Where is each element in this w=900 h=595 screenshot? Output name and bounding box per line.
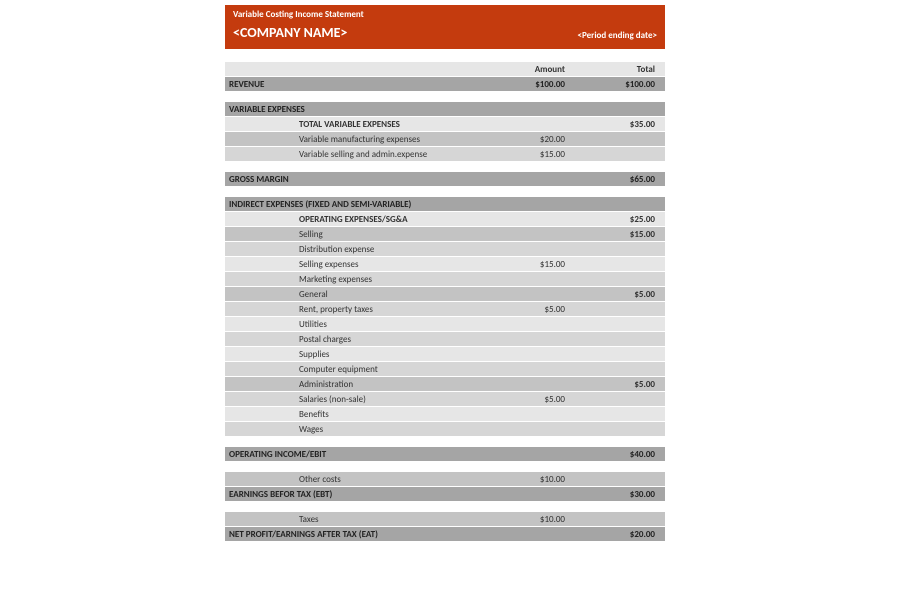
expense-line-item: Wages [225,421,665,436]
line-item-label: Distribution expense [297,244,485,255]
eat-total: $20.00 [575,529,665,540]
ebit-row: OPERATING INCOME/EBIT $40.00 [225,446,665,461]
gross-margin-total: $65.00 [575,174,665,185]
operating-expenses-row: OPERATING EXPENSES/SG&A $25.00 [225,211,665,226]
line-item-label: Selling expenses [297,259,485,270]
expense-group-header: Selling $15.00 [225,226,665,241]
other-costs-amount: $10.00 [485,474,575,485]
expense-line-item: Computer equipment [225,361,665,376]
expense-group-header: Administration $5.00 [225,376,665,391]
ebit-label: OPERATING INCOME/EBIT [225,449,326,460]
line-item-label: Salaries (non-sale) [297,394,485,405]
expense-line-item: Utilities [225,316,665,331]
operating-expenses-total: $25.00 [575,214,665,225]
taxes-label: Taxes [297,514,485,525]
ebit-total: $40.00 [575,449,665,460]
operating-expenses-label: OPERATING EXPENSES/SG&A [297,214,485,225]
ebt-total: $30.00 [575,489,665,500]
variable-expenses-section: VARIABLE EXPENSES [225,101,665,116]
expense-line-item: Distribution expense [225,241,665,256]
ebt-label: EARNINGS BEFOR TAX (EBT) [225,489,332,500]
col-header-total: Total [575,64,665,75]
indirect-expenses-label: INDIRECT EXPENSES (FIXED AND SEMI-VARIAB… [225,199,665,210]
line-item-amount: $20.00 [485,134,575,145]
document-title: Variable Costing Income Statement [233,9,657,20]
statement-table: Amount Total REVENUE $100.00 $100.00 VAR… [225,61,665,541]
line-item-label: Benefits [297,409,485,420]
line-item-label: Rent, property taxes [297,304,485,315]
expense-line-item: Marketing expenses [225,271,665,286]
revenue-total: $100.00 [575,79,665,90]
eat-label: NET PROFIT/EARNINGS AFTER TAX (EAT) [225,529,378,540]
expense-line-item: Salaries (non-sale)$5.00 [225,391,665,406]
line-item-label: Variable selling and admin.expense [297,149,485,160]
expense-line-item: Supplies [225,346,665,361]
expense-group-label: Administration [297,379,485,390]
column-headers: Amount Total [225,61,665,76]
line-item-label: Computer equipment [297,364,485,375]
line-item-label: Variable manufacturing expenses [297,134,485,145]
expense-group-label: General [297,289,485,300]
document-header: Variable Costing Income Statement <COMPA… [225,5,665,49]
variable-expense-item: Variable manufacturing expenses$20.00 [225,131,665,146]
line-item-amount: $5.00 [485,394,575,405]
taxes-row: Taxes $10.00 [225,511,665,526]
ebt-row: EARNINGS BEFOR TAX (EBT) $30.00 [225,486,665,501]
gross-margin-label: GROSS MARGIN [225,174,289,185]
line-item-label: Marketing expenses [297,274,485,285]
company-name: <COMPANY NAME> [233,24,347,41]
expense-line-item: Rent, property taxes$5.00 [225,301,665,316]
variable-expenses-label: VARIABLE EXPENSES [225,104,665,115]
period-ending-date: <Period ending date> [577,30,657,41]
income-statement-sheet: Variable Costing Income Statement <COMPA… [225,5,665,541]
line-item-label: Wages [297,424,485,435]
total-variable-expenses-row: TOTAL VARIABLE EXPENSES $35.00 [225,116,665,131]
col-header-amount: Amount [485,64,575,75]
gross-margin-row: GROSS MARGIN $65.00 [225,171,665,186]
expense-line-item: Benefits [225,406,665,421]
line-item-label: Supplies [297,349,485,360]
expense-group-total: $15.00 [575,229,665,240]
line-item-amount: $5.00 [485,304,575,315]
indirect-expenses-section: INDIRECT EXPENSES (FIXED AND SEMI-VARIAB… [225,196,665,211]
other-costs-row: Other costs $10.00 [225,471,665,486]
line-item-amount: $15.00 [485,149,575,160]
line-item-label: Postal charges [297,334,485,345]
taxes-amount: $10.00 [485,514,575,525]
expense-group-label: Selling [297,229,485,240]
revenue-row: REVENUE $100.00 $100.00 [225,76,665,91]
expense-group-header: General $5.00 [225,286,665,301]
line-item-label: Utilities [297,319,485,330]
eat-row: NET PROFIT/EARNINGS AFTER TAX (EAT) $20.… [225,526,665,541]
other-costs-label: Other costs [297,474,485,485]
expense-group-total: $5.00 [575,379,665,390]
expense-line-item: Postal charges [225,331,665,346]
total-variable-expenses-value: $35.00 [575,119,665,130]
revenue-label: REVENUE [225,79,297,90]
expense-line-item: Selling expenses$15.00 [225,256,665,271]
variable-expense-item: Variable selling and admin.expense$15.00 [225,146,665,161]
line-item-amount: $15.00 [485,259,575,270]
expense-group-total: $5.00 [575,289,665,300]
revenue-amount: $100.00 [485,79,575,90]
total-variable-expenses-label: TOTAL VARIABLE EXPENSES [297,119,485,130]
